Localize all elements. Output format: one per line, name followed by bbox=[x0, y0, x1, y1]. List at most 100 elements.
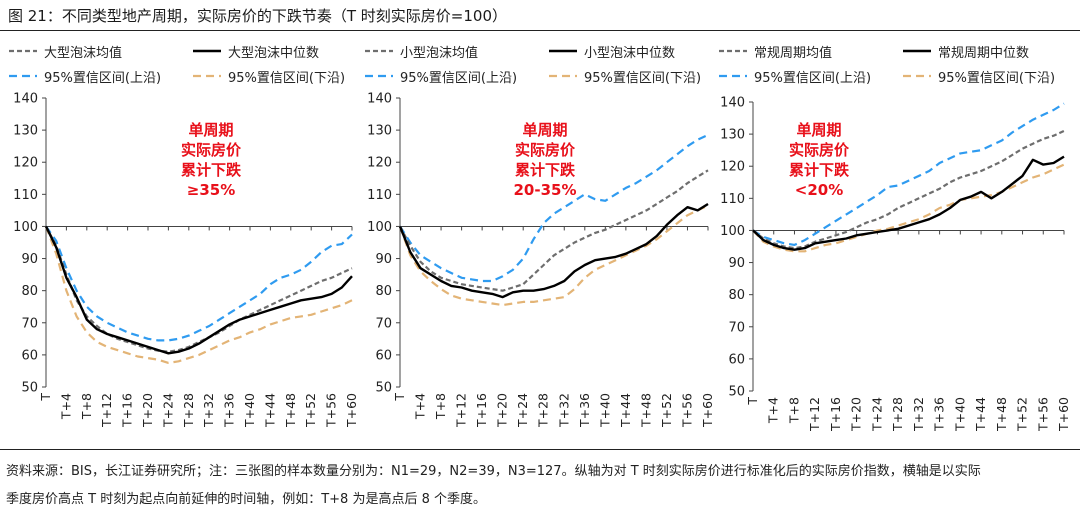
annotation-line: ≥35% bbox=[186, 181, 236, 199]
legend-item-median: 常规周期中位数 bbox=[902, 40, 1029, 62]
y-tick-label: 120 bbox=[13, 156, 38, 171]
legend-swatch bbox=[549, 49, 577, 53]
y-tick-label: 130 bbox=[720, 128, 745, 143]
series-line-mean bbox=[752, 129, 1065, 250]
top-rule bbox=[0, 30, 1080, 31]
legend-label: 95%置信区间(上沿) bbox=[400, 70, 518, 86]
legend-item-upper: 95%置信区间(上沿) bbox=[718, 65, 871, 87]
legend-swatch bbox=[9, 49, 37, 53]
figure-title: 图 21：不同类型地产周期，实际房价的下跌节奏（T 时刻实际房价=100） bbox=[8, 7, 507, 25]
x-tick-label: T+24 bbox=[869, 397, 884, 432]
x-tick-label: T+44 bbox=[618, 393, 633, 428]
x-tick-label: T+48 bbox=[994, 397, 1009, 432]
x-tick-label: T+36 bbox=[932, 397, 947, 432]
x-tick-label: T+60 bbox=[700, 393, 713, 428]
x-tick-label: T+40 bbox=[597, 393, 612, 428]
legend-label: 95%置信区间(下沿) bbox=[938, 70, 1056, 86]
chart-panel-large-bubble: 50 60 70 80 90 100 110 120 130 140 T T+4 T+8 T+12 T+16… bbox=[2, 34, 357, 444]
y-tick-label: 90 bbox=[375, 252, 392, 267]
x-tick-label: T+12 bbox=[99, 393, 114, 428]
annotation-line: 单周期 bbox=[188, 121, 234, 139]
x-tick-label: T+20 bbox=[140, 393, 155, 428]
y-tick-label: 140 bbox=[13, 92, 38, 107]
legend-item-lower: 95%置信区间(下沿) bbox=[192, 65, 345, 87]
y-tick-label: 70 bbox=[21, 316, 38, 331]
legend-item-mean: 常规周期均值 bbox=[718, 40, 832, 62]
series-line-lower bbox=[752, 163, 1065, 253]
series-line-lower bbox=[44, 226, 353, 364]
y-tick-label: 120 bbox=[367, 156, 392, 171]
y-tick-label: 50 bbox=[375, 381, 392, 396]
x-tick-label: T+32 bbox=[911, 397, 926, 432]
series-line-median bbox=[752, 155, 1065, 251]
annotation-line: 单周期 bbox=[522, 121, 568, 139]
chart-small-bubble: 50 60 70 80 90 100 110 120 130 140 T T+4 T+8 T+12 T+16… bbox=[367, 92, 713, 429]
series-line-mean bbox=[399, 169, 709, 292]
legend-label: 小型泡沫中位数 bbox=[584, 45, 676, 61]
x-tick-label: T+16 bbox=[474, 393, 489, 428]
legend-label: 小型泡沫均值 bbox=[400, 45, 479, 61]
x-tick-label: T+28 bbox=[890, 397, 905, 432]
chart-large-bubble: 50 60 70 80 90 100 110 120 130 140 T T+4 T+8 T+12 T+16… bbox=[13, 92, 357, 429]
series-line-upper bbox=[399, 133, 709, 283]
x-tick-label: T+4 bbox=[413, 393, 428, 420]
annotation-line: 实际房价 bbox=[180, 141, 241, 159]
legend-swatch bbox=[719, 74, 747, 78]
annotation-line: 累计下跌 bbox=[788, 161, 849, 179]
x-tick-label: T+8 bbox=[433, 393, 448, 420]
y-tick-label: 140 bbox=[367, 92, 392, 107]
chart-panel-small-bubble: 50 60 70 80 90 100 110 120 130 140 T T+4 T+8 T+12 T+16… bbox=[358, 34, 713, 444]
y-tick-label: 50 bbox=[21, 381, 38, 396]
x-tick-label: T+8 bbox=[79, 393, 94, 420]
x-tick-label: T+40 bbox=[952, 397, 967, 432]
y-tick-label: 50 bbox=[728, 385, 745, 400]
legend-item-upper: 95%置信区间(上沿) bbox=[8, 65, 161, 87]
series-line-upper bbox=[45, 225, 353, 342]
x-tick-label: T+48 bbox=[283, 393, 298, 428]
legend-swatch bbox=[193, 74, 221, 78]
footnote-line-2: 季度房价高点 T 时刻为起点向前延伸的时间轴，例如：T+8 为是高点后 8 个季… bbox=[6, 492, 486, 507]
legend-item-median: 大型泡沫中位数 bbox=[192, 40, 319, 62]
series-line-mean bbox=[45, 225, 353, 353]
annotation-line: 20-35% bbox=[513, 181, 577, 199]
annotation-line: <20% bbox=[794, 181, 844, 199]
x-tick-label: T bbox=[392, 393, 407, 402]
y-tick-label: 60 bbox=[375, 348, 392, 363]
legend-label: 常规周期中位数 bbox=[938, 45, 1030, 61]
bottom-rule bbox=[0, 449, 1080, 450]
y-tick-label: 60 bbox=[21, 348, 38, 363]
y-tick-label: 110 bbox=[13, 188, 38, 203]
y-tick-label: 110 bbox=[720, 192, 745, 207]
legend-label: 95%置信区间(上沿) bbox=[754, 70, 872, 86]
legend-label: 大型泡沫中位数 bbox=[228, 45, 320, 61]
y-tick-label: 140 bbox=[720, 96, 745, 111]
x-tick-label: T+28 bbox=[181, 393, 196, 428]
y-tick-label: 70 bbox=[375, 316, 392, 331]
legend-swatch bbox=[903, 49, 931, 53]
chart-regular-cycle: 50 60 70 80 90 100 110 120 130 140 T T+4 T+8 T+12 T+16… bbox=[720, 96, 1071, 433]
y-tick-label: 80 bbox=[728, 288, 745, 303]
x-tick-label: T+4 bbox=[766, 397, 781, 424]
annotation-large-bubble: 单周期 实际房价 累计下跌 ≥35% bbox=[156, 120, 266, 200]
legend-label: 大型泡沫均值 bbox=[44, 45, 123, 61]
x-tick-label: T+8 bbox=[786, 397, 801, 424]
legend-regular-cycle: 常规周期均值 常规周期中位数 95%置信区间(上沿) 95%置信区间(下沿) bbox=[712, 34, 1067, 90]
annotation-small-bubble: 单周期 实际房价 累计下跌 20-35% bbox=[490, 120, 600, 200]
x-tick-label: T+32 bbox=[201, 393, 216, 428]
x-tick-label: T bbox=[745, 397, 760, 406]
x-tick-label: T+24 bbox=[160, 393, 175, 428]
annotation-regular-cycle: 单周期 实际房价 累计下跌 <20% bbox=[764, 120, 874, 200]
legend-swatch bbox=[9, 74, 37, 78]
legend-swatch bbox=[549, 74, 577, 78]
legend-swatch bbox=[365, 74, 393, 78]
legend-swatch bbox=[193, 49, 221, 53]
y-tick-label: 70 bbox=[728, 320, 745, 335]
x-tick-label: T+44 bbox=[973, 397, 988, 432]
x-tick-label: T+40 bbox=[242, 393, 257, 428]
x-tick-label: T+28 bbox=[536, 393, 551, 428]
series-line-lower bbox=[398, 204, 709, 307]
x-tick-label: T+20 bbox=[495, 393, 510, 428]
x-tick-label: T+24 bbox=[515, 393, 530, 428]
x-tick-label: T+32 bbox=[556, 393, 571, 428]
legend-label: 95%置信区间(下沿) bbox=[584, 70, 702, 86]
